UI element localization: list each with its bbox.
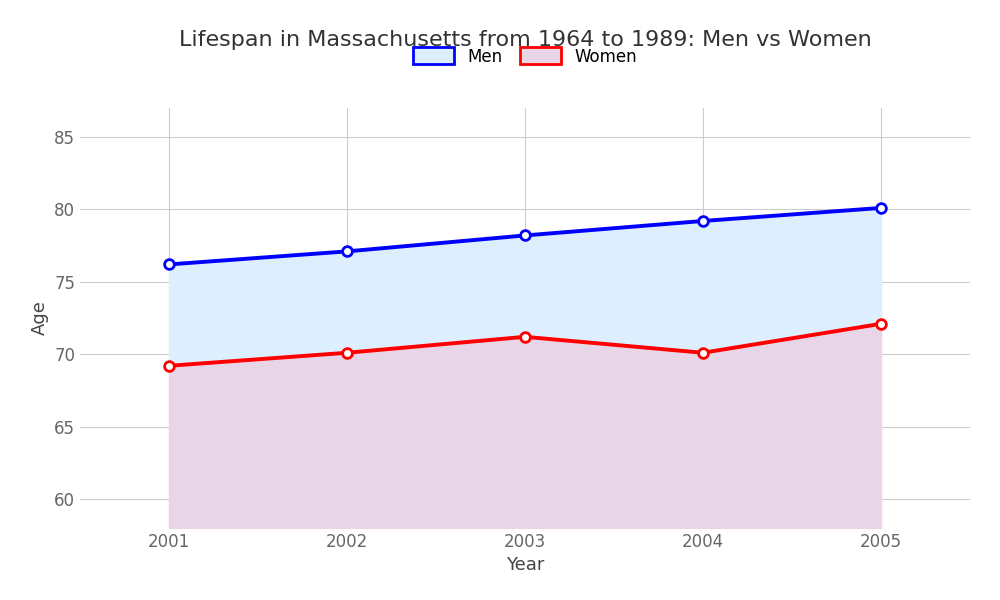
- X-axis label: Year: Year: [506, 556, 544, 574]
- Legend: Men, Women: Men, Women: [406, 41, 644, 72]
- Y-axis label: Age: Age: [31, 301, 49, 335]
- Title: Lifespan in Massachusetts from 1964 to 1989: Men vs Women: Lifespan in Massachusetts from 1964 to 1…: [179, 29, 871, 49]
